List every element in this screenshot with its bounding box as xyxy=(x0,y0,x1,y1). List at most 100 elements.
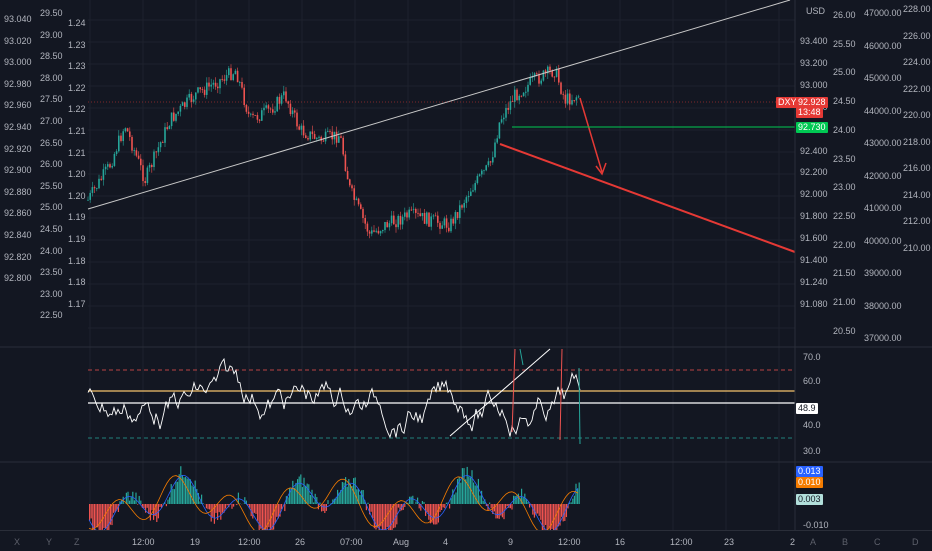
candle-body xyxy=(155,151,157,152)
candle-body xyxy=(237,71,239,82)
macd-bar xyxy=(206,504,207,508)
candle-body xyxy=(327,131,329,132)
candle-body xyxy=(246,105,248,112)
macd-bar xyxy=(126,493,127,504)
macd-bar xyxy=(465,479,466,504)
col1-tick: 92.960 xyxy=(4,100,32,111)
macd-bar xyxy=(97,504,98,527)
macd-bar xyxy=(177,482,178,504)
time-axis-tick: 16 xyxy=(615,537,625,547)
macd-bar xyxy=(263,504,264,530)
rsi-axis-tick: 70.0 xyxy=(803,352,821,363)
candle-body xyxy=(309,132,311,140)
candle-body xyxy=(512,101,514,102)
macd-bar xyxy=(404,504,405,507)
axis-scale-letter[interactable]: Z xyxy=(74,537,80,547)
trendline-white[interactable] xyxy=(88,0,790,209)
macd-bar xyxy=(252,504,253,518)
axis-scale-letter[interactable]: D xyxy=(912,537,919,547)
candle-body xyxy=(151,165,153,167)
candle-body xyxy=(105,167,107,170)
candle-body xyxy=(122,131,124,141)
candle-body xyxy=(316,138,318,139)
macd-bar xyxy=(452,489,453,504)
candle-body xyxy=(560,83,562,94)
trendline-red[interactable] xyxy=(500,144,795,252)
time-axis-tick: 23 xyxy=(724,537,734,547)
macd-bar xyxy=(507,504,508,506)
candle-body xyxy=(338,136,340,142)
macd-bar xyxy=(115,504,116,512)
macd-bar xyxy=(505,504,506,509)
candle-body xyxy=(312,132,314,135)
macd-bar xyxy=(443,504,444,507)
candle-body xyxy=(138,156,140,159)
candle-body xyxy=(140,159,142,166)
macd-bar xyxy=(268,504,269,527)
time-axis-tick: 9 xyxy=(508,537,513,547)
axis-scale-letter[interactable]: Y xyxy=(46,537,52,547)
macd-bar xyxy=(111,504,112,525)
candle-body xyxy=(221,79,223,80)
candle-body xyxy=(133,150,135,151)
axis-scale-letter[interactable]: C xyxy=(874,537,881,547)
candle-body xyxy=(303,126,305,136)
candle-body xyxy=(457,212,459,218)
macd-bar xyxy=(463,468,464,504)
macd-bar xyxy=(423,502,424,504)
candle-body xyxy=(492,157,494,162)
macd-bar xyxy=(460,483,461,504)
time-axis-tick: 12:00 xyxy=(132,537,155,547)
axis-scale-letter[interactable]: B xyxy=(842,537,848,547)
macd-bar xyxy=(471,470,472,504)
axis-scale-letter[interactable]: A xyxy=(810,537,816,547)
candle-body xyxy=(479,174,481,175)
candle-body xyxy=(516,90,518,101)
macd-bar xyxy=(100,504,101,530)
rsi-axis-tick: 30.0 xyxy=(803,446,821,457)
candle-body xyxy=(318,137,320,138)
macd-tag-3: 0.003 xyxy=(796,494,823,505)
candle-body xyxy=(422,213,424,216)
chart-canvas[interactable] xyxy=(0,0,932,530)
candle-body xyxy=(472,190,474,191)
candle-body xyxy=(248,112,250,114)
macd-bar xyxy=(572,499,573,504)
candle-body xyxy=(213,83,215,85)
col3-tick: 1.23 xyxy=(68,61,86,72)
right1-tick: 93.400 xyxy=(800,36,828,47)
right4-tick: 216.00 xyxy=(903,163,931,174)
candle-body xyxy=(351,185,353,188)
macd-bar xyxy=(233,504,234,507)
time-axis-tick: 12:00 xyxy=(558,537,581,547)
candle-body xyxy=(96,188,98,189)
col3-tick: 1.21 xyxy=(68,126,86,137)
col3-tick: 1.24 xyxy=(68,18,86,29)
candle-body xyxy=(386,222,388,227)
col3-tick: 1.20 xyxy=(68,169,86,180)
axis-scale-letter[interactable]: X xyxy=(14,537,20,547)
arrow-red-line[interactable] xyxy=(580,98,602,172)
candle-body xyxy=(208,83,210,87)
macd-bar xyxy=(182,475,183,504)
macd-bar xyxy=(553,504,554,530)
right1-tick: 92.200 xyxy=(800,167,828,178)
col1-tick: 93.040 xyxy=(4,14,32,25)
candle-body xyxy=(518,96,520,100)
candle-body xyxy=(371,230,373,233)
macd-bar xyxy=(307,484,308,504)
right4-tick: 224.00 xyxy=(903,57,931,68)
right3-tick: 39000.00 xyxy=(864,268,902,279)
macd-bar xyxy=(275,504,276,523)
macd-bar xyxy=(515,496,516,504)
col3-tick: 1.20 xyxy=(68,191,86,202)
macd-bar xyxy=(574,496,575,504)
candle-body xyxy=(129,131,131,137)
